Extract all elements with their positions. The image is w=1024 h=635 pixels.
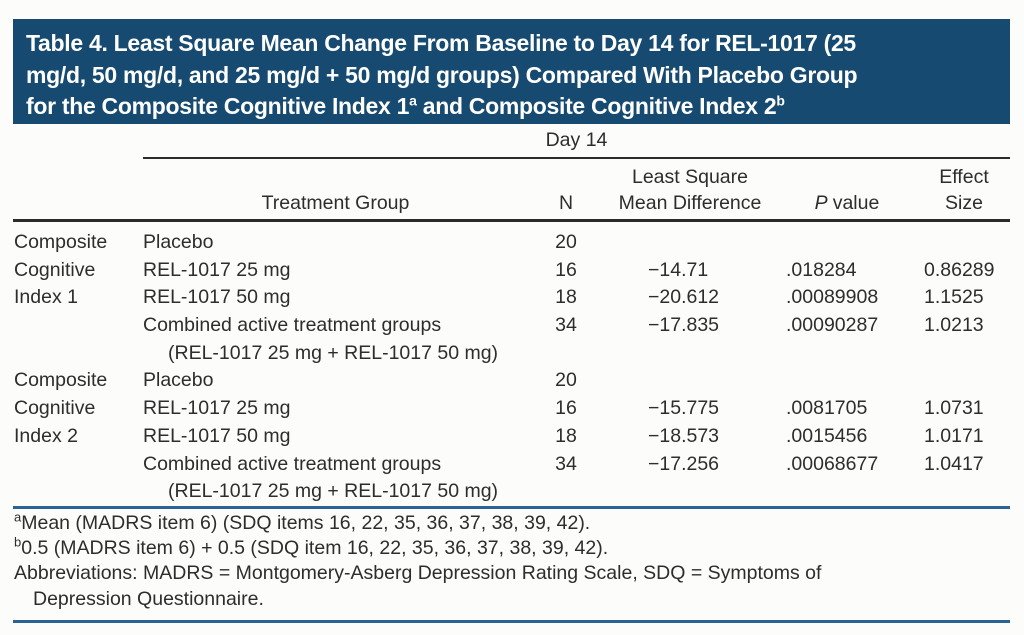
footnote-b: b0.5 (MADRS item 6) + 0.5 (SDQ item 16, … (14, 536, 1010, 561)
title-superscript-a: a (409, 92, 417, 109)
lsmd-cell: −14.71 (648, 258, 709, 281)
row-label-cell: Composite (14, 231, 108, 253)
table-title-line1: Table 4. Least Square Mean Change From B… (26, 30, 856, 56)
table-title-line3: for the Composite Cognitive Index 1a and… (26, 91, 997, 123)
row-label-cell: Cognitive (14, 397, 96, 420)
treatment-cell-continuation: (REL-1017 25 mg + REL-1017 50 mg) (168, 480, 499, 503)
footnote-abbreviations-continuation: Depression Questionnaire. (33, 587, 264, 610)
table-row: Combined active treatment groups 34 −17.… (0, 312, 1024, 340)
treatment-cell: Placebo (143, 369, 214, 392)
header-divider-rule (13, 219, 1010, 222)
row-label-cell: Cognitive (14, 258, 96, 281)
pvalue-cell: .00068677 (786, 452, 879, 475)
table-title-banner: Table 4. Least Square Mean Change From B… (13, 19, 1010, 124)
table-body: Composite Placebo 20 Cognitive REL-1017 … (0, 229, 1024, 506)
n-cell: 34 (555, 314, 577, 337)
treatment-cell: REL-1017 25 mg (143, 258, 291, 281)
effect-cell: 0.86289 (924, 258, 995, 281)
footnote-a-superscript: a (14, 509, 22, 525)
n-cell: 34 (555, 452, 577, 475)
footnote-abbreviations: Abbreviations: MADRS = Montgomery-Asberg… (14, 562, 822, 585)
row-label-cell: Composite (14, 369, 108, 392)
n-cell: 18 (555, 424, 577, 447)
column-header-least-square-line2: Mean Difference (618, 192, 762, 214)
day14-spanner-rule (143, 157, 1010, 159)
table-row: Composite Placebo 20 (0, 367, 1024, 395)
column-header-effect-line1: Effect (939, 166, 989, 188)
table-title-line3-text: for the Composite Cognitive Index 1 (26, 93, 410, 119)
effect-cell: 1.1525 (924, 286, 984, 309)
table-row: Index 1 REL-1017 50 mg 18 −20.612 .00089… (0, 284, 1024, 312)
footnotes: aMean (MADRS item 6) (SDQ items 16, 22, … (14, 511, 1010, 612)
lsmd-cell: −18.573 (648, 424, 720, 447)
p-value-italic-p: P (814, 192, 828, 214)
pvalue-cell: .018284 (786, 258, 857, 281)
treatment-cell: REL-1017 50 mg (143, 424, 291, 447)
table-row: Cognitive REL-1017 25 mg 16 −14.71 .0182… (0, 257, 1024, 285)
footnote-b-superscript: b (14, 534, 22, 550)
row-label-cell: Index 1 (14, 286, 78, 309)
table-row: Combined active treatment groups 34 −17.… (0, 451, 1024, 479)
table-row: Cognitive REL-1017 25 mg 16 −15.775 .008… (0, 395, 1024, 423)
effect-cell: 1.0213 (924, 314, 984, 337)
effect-cell: 1.0171 (924, 424, 984, 447)
table-row: Composite Placebo 20 (0, 229, 1024, 257)
column-header-treatment-group: Treatment Group (261, 192, 410, 214)
n-cell: 20 (555, 369, 577, 392)
treatment-cell: Placebo (143, 231, 214, 253)
column-header-n: N (558, 192, 574, 214)
n-cell: 20 (555, 231, 577, 253)
bottom-border-rule (13, 620, 1010, 623)
treatment-cell: REL-1017 50 mg (143, 286, 291, 309)
title-superscript-b: b (776, 92, 785, 109)
pvalue-cell: .0015456 (786, 424, 868, 447)
footnote-divider-rule (13, 506, 1010, 509)
column-header-effect-line2: Size (945, 192, 983, 214)
table-title-line3-text2: and Composite Cognitive Index 2 (416, 93, 777, 119)
table-row: (REL-1017 25 mg + REL-1017 50 mg) (0, 478, 1024, 506)
table-title-line2: mg/d, 50 mg/d, and 25 mg/d + 50 mg/d gro… (26, 61, 858, 88)
day14-spanner-label: Day 14 (545, 129, 608, 151)
n-cell: 16 (555, 397, 577, 420)
row-label-cell: Index 2 (14, 424, 78, 447)
treatment-cell-continuation: (REL-1017 25 mg + REL-1017 50 mg) (168, 341, 499, 364)
lsmd-cell: −17.256 (648, 452, 720, 475)
pvalue-cell: .0081705 (786, 397, 868, 420)
table-row: (REL-1017 25 mg + REL-1017 50 mg) (0, 340, 1024, 368)
p-value-rest: value (832, 192, 880, 214)
column-header-least-square-line1: Least Square (631, 166, 748, 188)
n-cell: 16 (555, 258, 577, 281)
footnote-a-text: Mean (MADRS item 6) (SDQ items 16, 22, 3… (21, 512, 591, 534)
footnote-b-text: 0.5 (MADRS item 6) + 0.5 (SDQ item 16, 2… (21, 537, 609, 560)
effect-cell: 1.0417 (924, 452, 984, 475)
treatment-cell: REL-1017 25 mg (143, 397, 291, 420)
lsmd-cell: −20.612 (648, 286, 720, 309)
lsmd-cell: −17.835 (648, 314, 720, 337)
treatment-cell: Combined active treatment groups (143, 314, 442, 337)
treatment-cell: Combined active treatment groups (143, 452, 442, 475)
pvalue-cell: .00090287 (786, 314, 879, 337)
effect-cell: 1.0731 (924, 397, 984, 420)
pvalue-cell: .00089908 (786, 286, 879, 309)
lsmd-cell: −15.775 (648, 397, 720, 420)
footnote-a: aMean (MADRS item 6) (SDQ items 16, 22, … (14, 511, 1010, 536)
n-cell: 18 (555, 286, 577, 309)
table-row: Index 2 REL-1017 50 mg 18 −18.573 .00154… (0, 423, 1024, 451)
